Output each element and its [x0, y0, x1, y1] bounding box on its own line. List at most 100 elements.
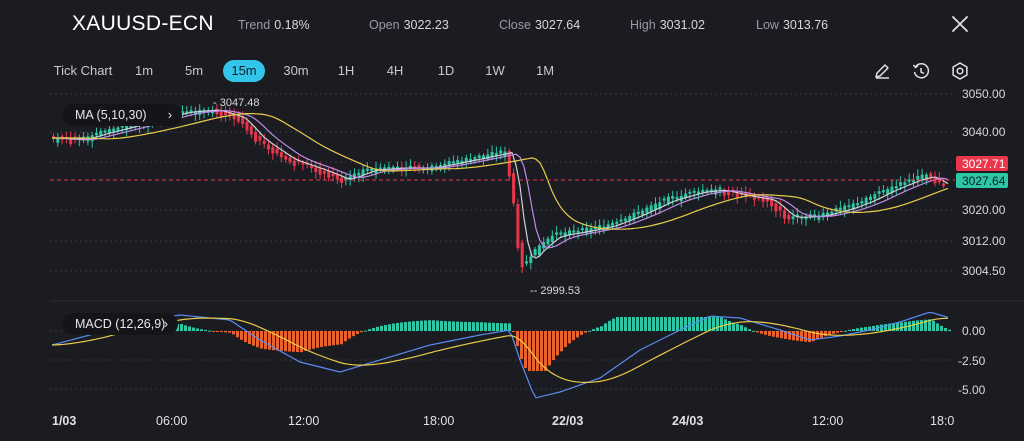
- time-tick: 18:00: [423, 414, 454, 428]
- pencil-icon[interactable]: [870, 59, 894, 83]
- timeframe-1d[interactable]: 1D: [437, 63, 455, 78]
- candle-body: [331, 173, 335, 177]
- candle-body: [873, 194, 877, 199]
- macd-bar: [548, 331, 551, 366]
- macd-bar: [824, 331, 827, 337]
- macd-bar: [752, 330, 755, 332]
- candle-body: [232, 113, 236, 120]
- candle-body: [649, 205, 653, 212]
- candle-body: [52, 136, 55, 139]
- candle-body: [125, 124, 129, 130]
- macd-bar: [660, 317, 663, 331]
- macd-bar: [916, 320, 919, 331]
- candle-body: [193, 111, 197, 116]
- low-marker-label: -- 2999.53: [530, 285, 580, 297]
- macd-bar: [732, 322, 735, 331]
- candle-body: [589, 228, 593, 233]
- clock-icon[interactable]: [909, 59, 933, 83]
- macd-indicator-toggle[interactable]: MACD (12,26,9) ›: [62, 313, 178, 335]
- macd-bar: [680, 317, 683, 331]
- candle-body: [447, 160, 451, 166]
- candle-body: [770, 198, 774, 207]
- macd-bar: [736, 323, 739, 331]
- candle-body: [632, 212, 636, 220]
- candle-body: [482, 155, 485, 160]
- macd-bar: [440, 320, 443, 331]
- candle-body: [709, 189, 713, 192]
- macd-bar: [320, 331, 323, 348]
- candle-body: [494, 153, 498, 156]
- macd-bar: [596, 327, 599, 331]
- symbol-title: XAUUSD-ECN: [72, 12, 214, 35]
- timeframe-1h[interactable]: 1H: [337, 63, 355, 78]
- candle-body: [550, 235, 554, 243]
- macd-histogram: [176, 317, 951, 371]
- macd-bar: [228, 331, 231, 333]
- candle-body: [890, 186, 894, 194]
- timeframe-5m[interactable]: 5m: [184, 63, 204, 78]
- macd-bar: [552, 331, 555, 361]
- candle-body: [181, 111, 184, 114]
- close-icon[interactable]: [950, 14, 970, 34]
- macd-bar: [508, 323, 511, 331]
- candle-body: [185, 111, 189, 114]
- candle-body: [499, 150, 503, 154]
- macd-bar: [264, 331, 267, 350]
- candle-body: [748, 193, 752, 196]
- macd-bar: [632, 317, 635, 331]
- trend-label: Trend: [238, 18, 271, 32]
- candle-body: [585, 227, 589, 234]
- ma-indicator-toggle[interactable]: MA (5,10,30) ›: [62, 104, 182, 126]
- macd-bar: [852, 329, 855, 331]
- candle-body: [344, 177, 348, 181]
- macd-bar: [456, 321, 459, 331]
- macd-bar: [492, 322, 495, 331]
- timeframe-15m[interactable]: 15m: [223, 60, 265, 82]
- timeframe-30m[interactable]: 30m: [283, 63, 309, 78]
- macd-bar: [764, 331, 767, 335]
- high-value: 3031.02: [659, 18, 705, 32]
- macd-bar: [184, 325, 187, 331]
- candle-body: [916, 176, 920, 181]
- candle-body: [929, 173, 933, 179]
- candle-body: [817, 215, 821, 220]
- macd-bar: [284, 331, 287, 352]
- macd-bar: [224, 331, 227, 333]
- candle-body: [924, 174, 928, 181]
- timeframe-4h[interactable]: 4H: [386, 63, 404, 78]
- macd-bar: [564, 331, 567, 348]
- candle-body: [365, 168, 369, 171]
- macd-bar: [780, 331, 783, 339]
- macd-bar: [488, 322, 491, 331]
- macd-bar: [704, 317, 707, 331]
- macd-bar: [872, 325, 875, 331]
- candle-body: [434, 165, 438, 168]
- timeframe-1m-month[interactable]: 1M: [535, 63, 555, 78]
- timeframe-tick-chart[interactable]: Tick Chart: [53, 63, 113, 78]
- macd-bar: [700, 317, 703, 331]
- macd-signal-line: [51, 317, 949, 383]
- candle-body: [787, 214, 791, 220]
- candle-body: [697, 191, 700, 194]
- candle-body: [576, 230, 580, 233]
- macd-bar: [176, 323, 179, 331]
- macd-bar: [344, 331, 347, 342]
- time-axis: 1/03 06:00 12:00 18:00 22/03 24/03 12:00…: [52, 414, 954, 428]
- macd-bar: [476, 322, 479, 331]
- low-value: 3013.76: [782, 18, 829, 32]
- price-tick: 3004.50: [962, 264, 1006, 278]
- candle-body: [765, 197, 769, 202]
- candle-body: [525, 261, 528, 264]
- settings-icon[interactable]: [948, 59, 972, 83]
- macd-bar: [628, 317, 631, 331]
- timeframe-1w[interactable]: 1W: [485, 63, 505, 78]
- timeframe-1m[interactable]: 1m: [134, 63, 154, 78]
- close-stat: Close 3027.64: [499, 18, 580, 32]
- macd-bar: [196, 328, 199, 331]
- candle-body: [451, 161, 455, 164]
- macd-bar: [840, 331, 843, 332]
- candle-body: [735, 192, 739, 198]
- ma5-line: [52, 109, 949, 259]
- macd-bar: [528, 331, 531, 371]
